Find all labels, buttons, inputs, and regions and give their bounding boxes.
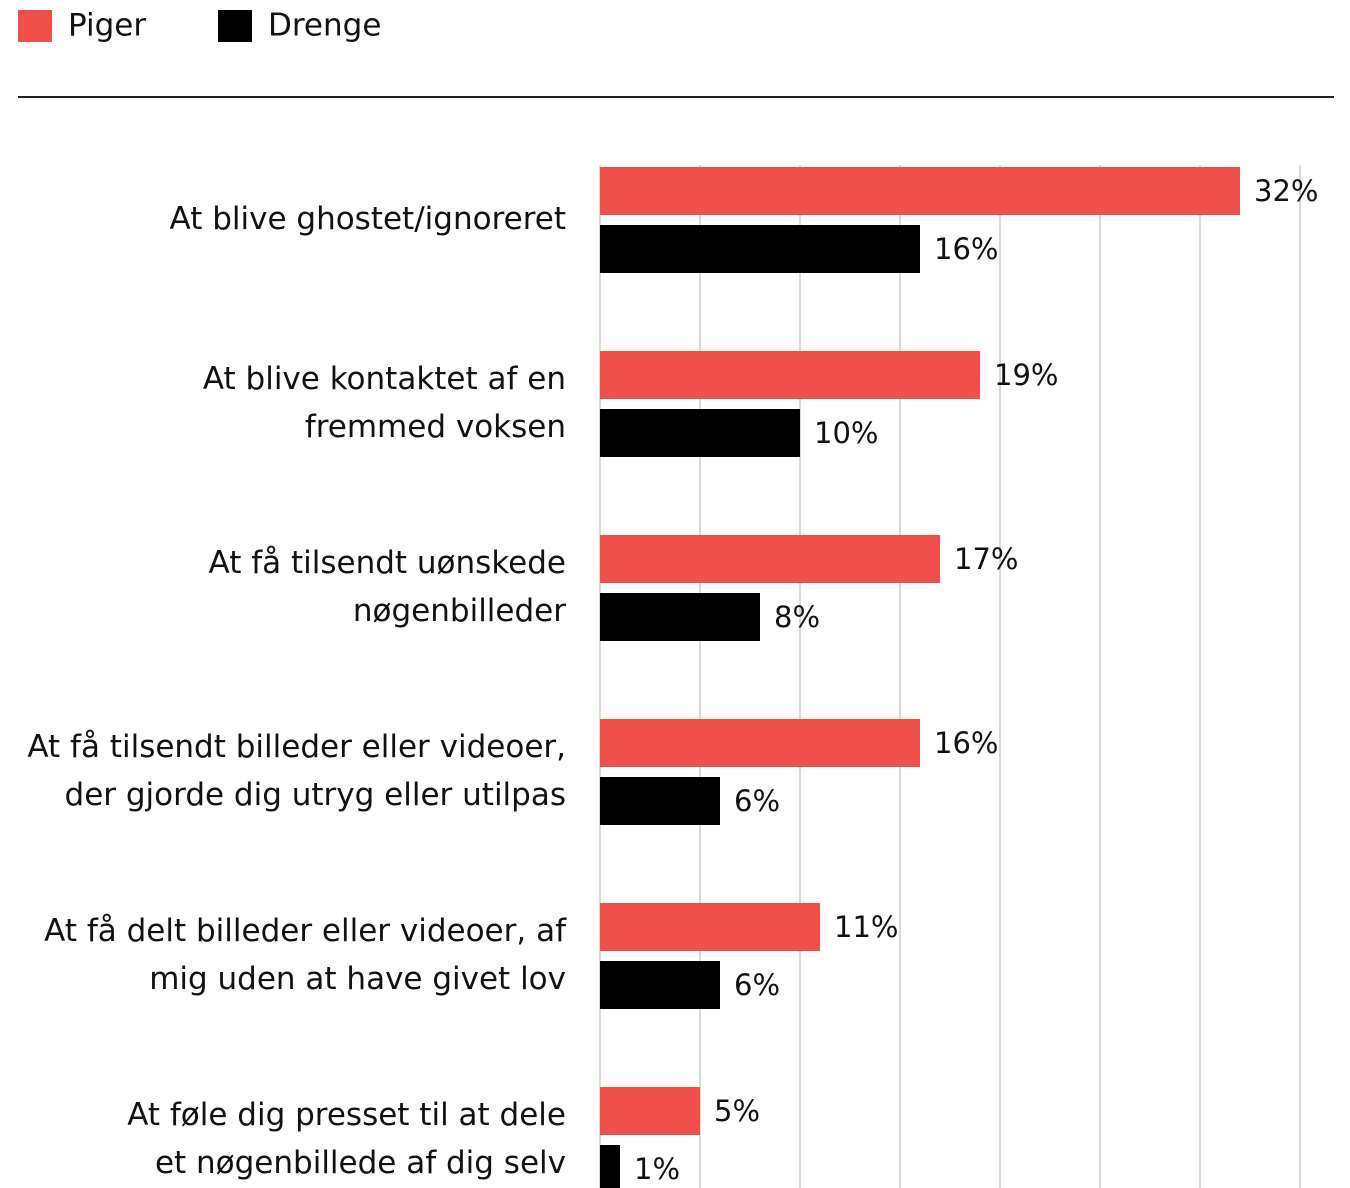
value-label: 17% [954, 542, 1018, 576]
value-label: 19% [994, 358, 1058, 392]
legend-swatch [218, 10, 252, 42]
category-label: At føle dig presset til at dele et nøgenb… [127, 1097, 566, 1181]
bar [600, 409, 800, 457]
legend-label: Drenge [268, 8, 381, 44]
category-line: At blive ghostet/ignoreret [170, 201, 566, 237]
legend-swatch [18, 10, 52, 42]
category-label: At blive kontaktet af en fremmed voksen [203, 361, 566, 445]
category-line: At få tilsendt billeder eller videoer, [27, 729, 566, 765]
value-label: 16% [934, 232, 998, 266]
category-line: der gjorde dig utryg eller utilpas [65, 777, 566, 813]
value-label: 16% [934, 726, 998, 760]
bar [600, 1145, 620, 1188]
value-label: 6% [734, 784, 780, 818]
category-line: At få delt billeder eller videoer, af [44, 913, 567, 949]
bar [600, 351, 980, 399]
value-label: 32% [1254, 174, 1318, 208]
value-label: 1% [634, 1152, 680, 1186]
category-line: et nøgenbillede af dig selv [155, 1145, 566, 1181]
bar [600, 167, 1240, 215]
category-label: At blive ghostet/ignoreret [170, 201, 566, 237]
bar [600, 777, 720, 825]
category-label: At få tilsendt billeder eller videoer, de… [27, 729, 566, 813]
category-label: At få tilsendt uønskede nøgenbilleder [209, 545, 567, 629]
bar [600, 903, 820, 951]
bar [600, 593, 760, 641]
category-line: At føle dig presset til at dele [127, 1097, 566, 1133]
category-line: nøgenbilleder [353, 593, 566, 629]
bar [600, 1087, 700, 1135]
category-label: At få delt billeder eller videoer, af mig… [44, 913, 567, 997]
value-label: 8% [774, 600, 820, 634]
category-line: At få tilsendt uønskede [209, 545, 566, 581]
bar [600, 225, 920, 273]
value-label: 5% [714, 1094, 760, 1128]
bar [600, 535, 940, 583]
value-label: 6% [734, 968, 780, 1002]
legend-label: Piger [68, 8, 146, 44]
value-label: 11% [834, 910, 898, 944]
bar [600, 961, 720, 1009]
category-line: fremmed voksen [305, 409, 566, 445]
value-label: 10% [814, 416, 878, 450]
category-line: At blive kontaktet af en [203, 361, 566, 397]
bar [600, 719, 920, 767]
category-line: mig uden at have givet lov [149, 961, 566, 997]
